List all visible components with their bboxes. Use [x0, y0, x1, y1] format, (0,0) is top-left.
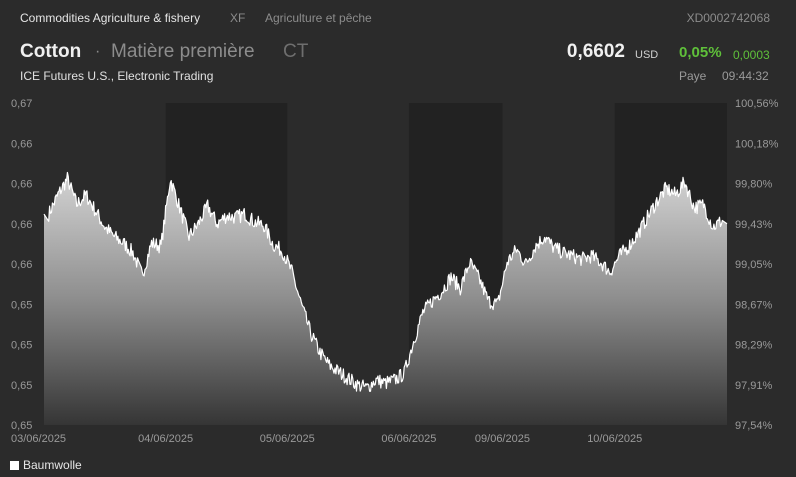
instrument-breadcrumb: Commodities Agriculture & fishery XF Agr…	[0, 0, 796, 34]
y-axis-tick-label: 0,65	[11, 420, 32, 432]
y-axis-percent-label: 97,54%	[735, 420, 773, 432]
x-axis-date-label: 10/06/2025	[587, 433, 642, 445]
y-axis-tick-label: 0,65	[11, 340, 32, 352]
y-axis-percent-label: 100,56%	[735, 98, 779, 110]
x-axis-date-label: 06/06/2025	[381, 433, 436, 445]
y-axis-percent-label: 98,67%	[735, 299, 773, 311]
exchange-code: XF	[230, 11, 246, 25]
y-axis-tick-label: 0,66	[11, 259, 32, 271]
instrument-header: Cotton · Matière première CT ICE Futures…	[0, 40, 796, 88]
y-axis-tick-label: 0,65	[11, 380, 32, 392]
legend-swatch	[10, 461, 19, 470]
change-percent: 0,05%	[679, 44, 722, 61]
y-axis-tick-label: 0,66	[11, 179, 32, 191]
price-currency: USD	[635, 49, 659, 61]
legend-label: Baumwolle	[23, 458, 82, 472]
y-axis-tick-label: 0,67	[11, 98, 32, 110]
instrument-symbol: CT	[283, 41, 309, 62]
subcategory-link[interactable]: Agriculture et pêche	[265, 11, 372, 25]
category-link[interactable]: Commodities Agriculture & fishery	[20, 11, 201, 25]
y-axis-percent-label: 99,05%	[735, 259, 773, 271]
price-area	[44, 172, 727, 425]
y-axis-percent-label: 98,29%	[735, 340, 773, 352]
x-axis-date-label: 03/06/2025	[11, 433, 66, 445]
y-axis-percent-label: 99,80%	[735, 179, 773, 191]
y-axis-tick-label: 0,66	[11, 219, 32, 231]
price-line	[43, 171, 728, 392]
title-separator: ·	[95, 43, 101, 60]
instrument-type: Matière première	[111, 41, 255, 62]
y-axis-percent-label: 97,91%	[735, 380, 773, 392]
quote-time: 09:44:32	[722, 69, 769, 83]
exchange-name: ICE Futures U.S., Electronic Trading	[20, 69, 214, 83]
last-price: 0,6602	[566, 41, 625, 62]
x-axis-date-label: 04/06/2025	[138, 433, 193, 445]
isin-code: XD0002742068	[686, 11, 770, 25]
x-axis-date-label: 05/06/2025	[260, 433, 315, 445]
change-absolute: 0,0003	[733, 48, 770, 62]
y-axis-tick-label: 0,65	[11, 299, 32, 311]
y-axis-percent-label: 100,18%	[735, 138, 779, 150]
y-axis-tick-label: 0,66	[11, 138, 32, 150]
instrument-name: Cotton	[20, 41, 82, 62]
quote-place: Paye	[679, 69, 707, 83]
x-axis-date-label: 09/06/2025	[475, 433, 530, 445]
y-axis-percent-label: 99,43%	[735, 219, 773, 231]
